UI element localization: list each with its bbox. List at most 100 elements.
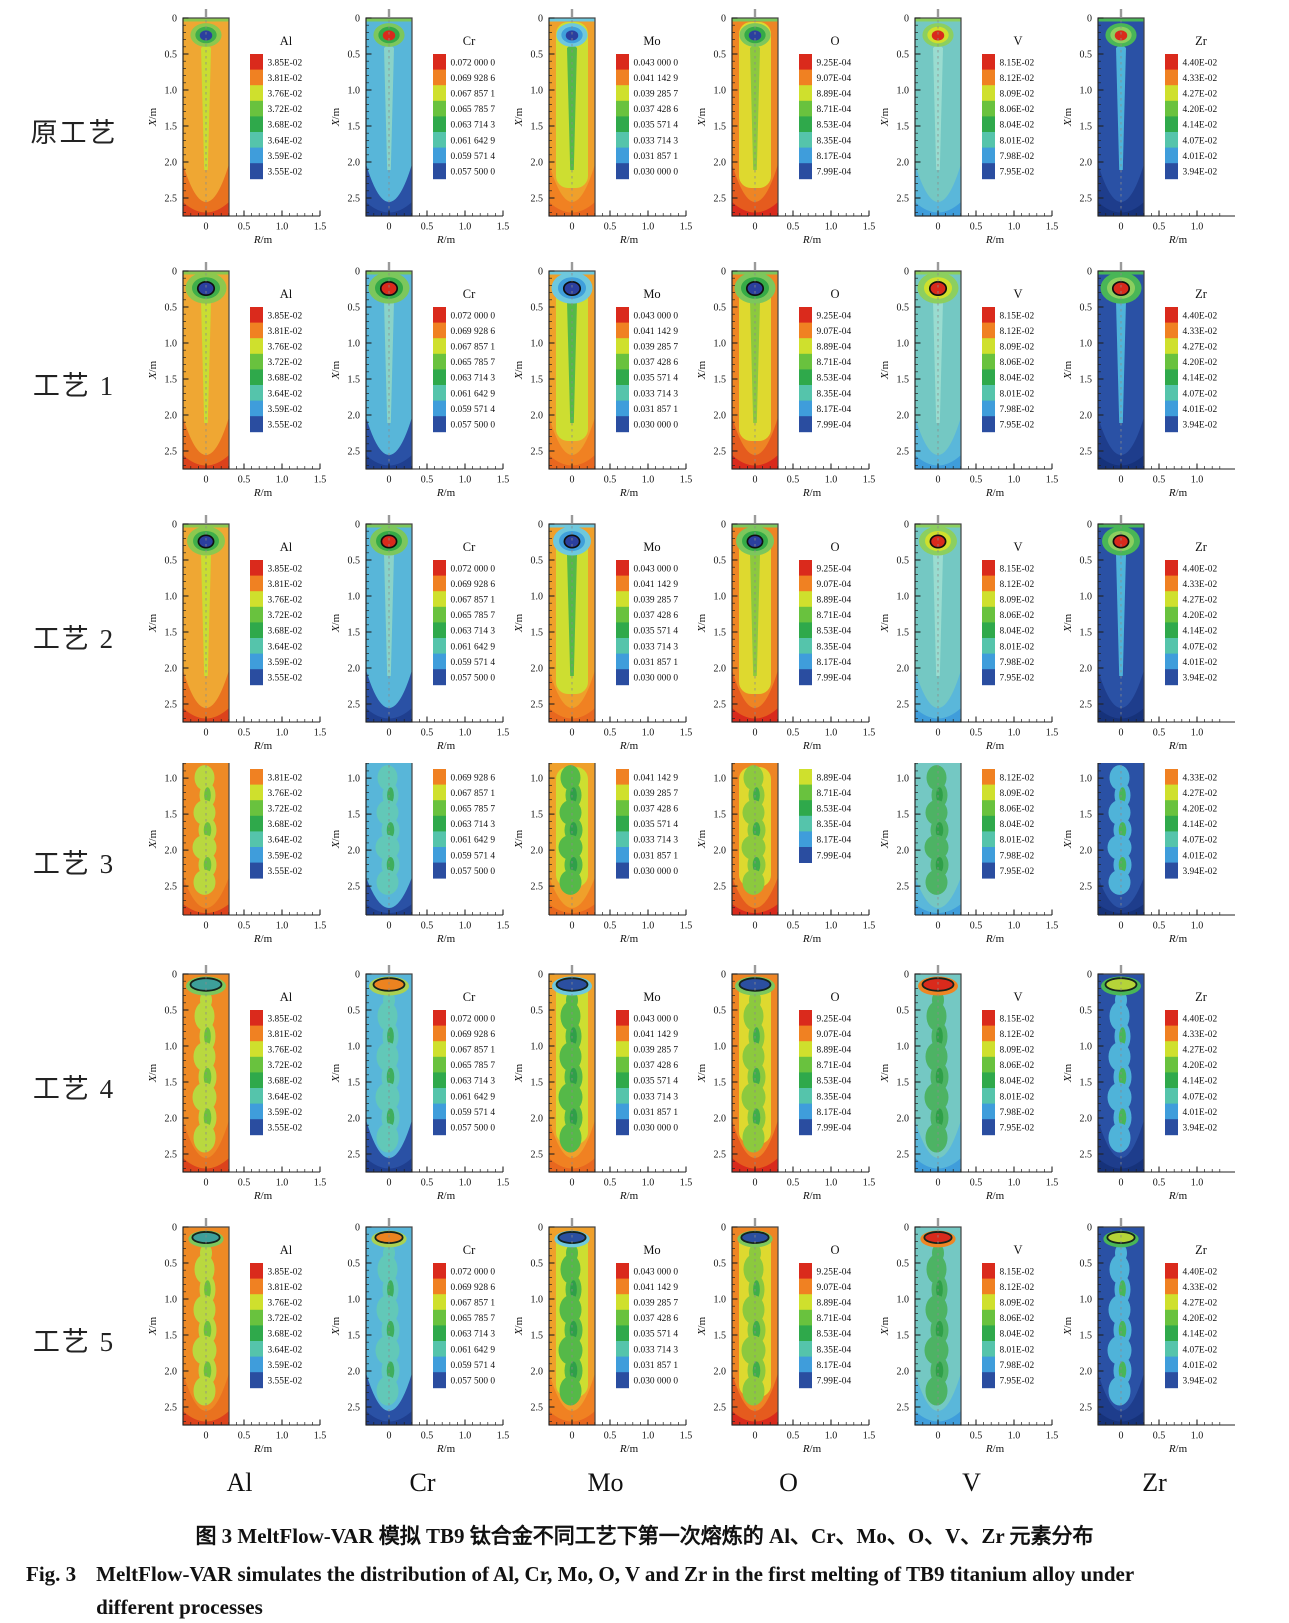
svg-text:0.030 000 0: 0.030 000 0 [634, 674, 679, 684]
contour-plot-row1-v: 0 0.5 1.0 1.5 2.0 2.5 0 0.5 1.0 1.5 R/m X/m V 8.15E-0… [879, 4, 1063, 257]
svg-text:2.0: 2.0 [348, 158, 361, 169]
svg-text:1.5: 1.5 [531, 122, 544, 133]
svg-text:3.59E-02: 3.59E-02 [268, 1108, 303, 1118]
svg-text:8.53E-04: 8.53E-04 [817, 374, 852, 384]
svg-text:R/m: R/m [1168, 1190, 1188, 1202]
svg-text:0: 0 [570, 921, 575, 932]
svg-text:0.5: 0.5 [165, 50, 178, 61]
svg-text:1.0: 1.0 [714, 774, 727, 785]
svg-text:1.0: 1.0 [276, 1431, 289, 1442]
svg-text:0.031 857 1: 0.031 857 1 [634, 152, 679, 162]
svg-text:0.031 857 1: 0.031 857 1 [634, 1108, 679, 1118]
svg-text:4.33E-02: 4.33E-02 [1183, 327, 1218, 337]
svg-text:2.5: 2.5 [897, 447, 910, 458]
svg-text:1.0: 1.0 [348, 86, 361, 97]
svg-text:1.5: 1.5 [348, 628, 361, 639]
svg-text:9.25E-04: 9.25E-04 [817, 58, 852, 68]
svg-text:0.035 571 4: 0.035 571 4 [634, 374, 679, 384]
svg-text:7.95E-02: 7.95E-02 [1000, 867, 1035, 877]
svg-text:9.25E-04: 9.25E-04 [817, 311, 852, 321]
svg-text:X/m: X/m [331, 829, 342, 849]
svg-text:1.5: 1.5 [314, 475, 327, 486]
svg-text:8.12E-02: 8.12E-02 [1000, 327, 1035, 337]
svg-text:4.14E-02: 4.14E-02 [1183, 1077, 1218, 1087]
svg-text:0: 0 [904, 14, 909, 25]
svg-text:1.5: 1.5 [531, 628, 544, 639]
svg-text:0.059 571 4: 0.059 571 4 [451, 1361, 496, 1371]
process-row-2: 工艺 1 0 0.5 1.0 1.5 2.0 2.5 0 0.5 1.0 1.5 R/m X/m Al 3.… [0, 257, 1289, 510]
svg-text:1.0: 1.0 [897, 1295, 910, 1306]
svg-text:Zr: Zr [1195, 990, 1208, 1004]
svg-text:9.07E-04: 9.07E-04 [817, 580, 852, 590]
svg-text:0: 0 [570, 222, 575, 233]
svg-text:0.5: 0.5 [714, 50, 727, 61]
svg-text:3.76E-02: 3.76E-02 [268, 90, 303, 100]
svg-text:X/m: X/m [1063, 360, 1074, 380]
svg-text:R/m: R/m [253, 933, 273, 945]
svg-text:R/m: R/m [802, 1190, 822, 1202]
svg-text:8.17E-04: 8.17E-04 [817, 1108, 852, 1118]
svg-text:2.0: 2.0 [897, 1367, 910, 1378]
contour-plot-row4-al: 1.0 1.5 2.0 2.5 0 0.5 1.0 1.5 R/m X/m 3.81E-02 3.76… [147, 763, 331, 960]
svg-text:R/m: R/m [619, 740, 639, 752]
svg-text:1.5: 1.5 [680, 728, 693, 739]
svg-text:0: 0 [204, 1178, 209, 1189]
svg-text:0: 0 [387, 475, 392, 486]
svg-text:X/m: X/m [1063, 1063, 1074, 1083]
svg-text:8.71E-04: 8.71E-04 [817, 611, 852, 621]
svg-text:0: 0 [355, 1223, 360, 1234]
svg-text:V: V [1013, 287, 1022, 301]
svg-text:1.5: 1.5 [497, 222, 510, 233]
svg-text:4.14E-02: 4.14E-02 [1183, 627, 1218, 637]
contour-plot-row3-cr: 0 0.5 1.0 1.5 2.0 2.5 0 0.5 1.0 1.5 R/m X/m Cr 0.072 … [330, 510, 514, 763]
process-row-1: 原工艺 0 0.5 1.0 1.5 2.0 2.5 0 0.5 1.0 1.5 R/m X/m Al 3.8… [0, 4, 1289, 257]
svg-text:R/m: R/m [802, 740, 822, 752]
svg-text:0.033 714 3: 0.033 714 3 [634, 136, 679, 146]
svg-text:0.5: 0.5 [348, 556, 361, 567]
svg-text:1.5: 1.5 [897, 628, 910, 639]
svg-text:3.81E-02: 3.81E-02 [268, 773, 303, 783]
svg-text:0: 0 [753, 1178, 758, 1189]
svg-text:1.5: 1.5 [348, 122, 361, 133]
svg-text:2.0: 2.0 [714, 1114, 727, 1125]
svg-text:4.27E-02: 4.27E-02 [1183, 1299, 1218, 1309]
svg-text:8.06E-02: 8.06E-02 [1000, 805, 1035, 815]
svg-text:R/m: R/m [1168, 1443, 1188, 1455]
svg-text:0: 0 [936, 728, 941, 739]
svg-text:8.89E-04: 8.89E-04 [817, 343, 852, 353]
svg-text:4.33E-02: 4.33E-02 [1183, 74, 1218, 84]
svg-text:8.17E-04: 8.17E-04 [817, 152, 852, 162]
column-label-cr: Cr [409, 1468, 436, 1497]
svg-text:V: V [1013, 1243, 1022, 1257]
svg-text:8.15E-02: 8.15E-02 [1000, 1014, 1035, 1024]
svg-text:3.64E-02: 3.64E-02 [268, 1092, 303, 1102]
svg-text:8.53E-04: 8.53E-04 [817, 1077, 852, 1087]
svg-text:0.5: 0.5 [238, 222, 251, 233]
svg-text:1.5: 1.5 [1080, 810, 1093, 821]
svg-text:0.5: 0.5 [531, 1259, 544, 1270]
svg-text:8.04E-02: 8.04E-02 [1000, 1077, 1035, 1087]
svg-text:0.072 000 0: 0.072 000 0 [451, 311, 496, 321]
svg-text:0.035 571 4: 0.035 571 4 [634, 627, 679, 637]
svg-text:0.031 857 1: 0.031 857 1 [634, 405, 679, 415]
svg-text:0.063 714 3: 0.063 714 3 [451, 1330, 496, 1340]
svg-text:9.07E-04: 9.07E-04 [817, 74, 852, 84]
svg-text:2.0: 2.0 [165, 411, 178, 422]
svg-text:2.5: 2.5 [714, 700, 727, 711]
svg-text:3.64E-02: 3.64E-02 [268, 389, 303, 399]
svg-text:0: 0 [204, 1431, 209, 1442]
svg-text:0.059 571 4: 0.059 571 4 [451, 851, 496, 861]
svg-text:1.0: 1.0 [459, 1178, 472, 1189]
svg-text:4.07E-02: 4.07E-02 [1183, 1345, 1218, 1355]
svg-text:R/m: R/m [802, 933, 822, 945]
svg-text:2.0: 2.0 [531, 411, 544, 422]
svg-text:3.76E-02: 3.76E-02 [268, 1046, 303, 1056]
svg-text:0.5: 0.5 [238, 728, 251, 739]
svg-text:3.59E-02: 3.59E-02 [268, 152, 303, 162]
svg-text:2.0: 2.0 [714, 411, 727, 422]
svg-text:8.15E-02: 8.15E-02 [1000, 564, 1035, 574]
svg-text:0.033 714 3: 0.033 714 3 [634, 836, 679, 846]
svg-text:0.030 000 0: 0.030 000 0 [634, 1377, 679, 1387]
svg-text:8.04E-02: 8.04E-02 [1000, 820, 1035, 830]
svg-text:2.0: 2.0 [165, 158, 178, 169]
